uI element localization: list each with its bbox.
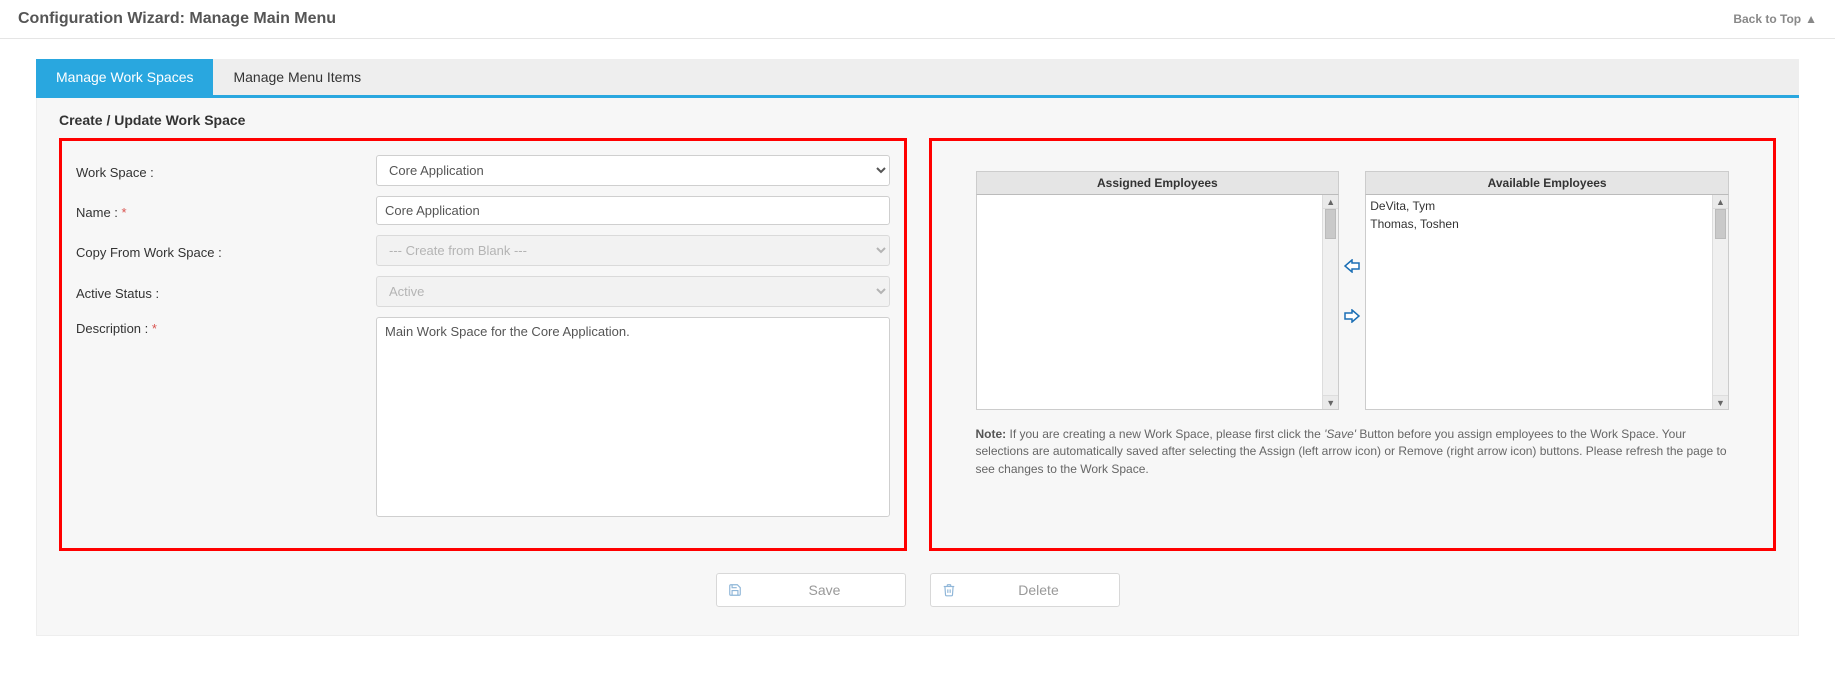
active-status-label: Active Status :	[76, 282, 376, 301]
scrollbar[interactable]: ▲ ▼	[1712, 195, 1728, 409]
required-marker: *	[122, 205, 127, 220]
tabs: Manage Work Spaces Manage Menu Items	[36, 59, 1799, 98]
back-to-top-label: Back to Top	[1733, 12, 1801, 26]
assign-highlight-box: Assigned Employees ▲ ▼	[929, 138, 1777, 551]
workspace-select[interactable]: Core Application	[376, 155, 890, 186]
copy-from-label: Copy From Work Space :	[76, 241, 376, 260]
delete-button[interactable]: Delete	[930, 573, 1120, 607]
name-label: Name : *	[76, 201, 376, 220]
scroll-down-icon[interactable]: ▼	[1323, 395, 1338, 409]
save-icon	[727, 583, 743, 597]
page-title: Configuration Wizard: Manage Main Menu	[18, 10, 336, 28]
scroll-thumb[interactable]	[1715, 209, 1726, 239]
active-status-select: Active	[376, 276, 890, 307]
description-label: Description : *	[76, 317, 376, 336]
scrollbar[interactable]: ▲ ▼	[1322, 195, 1338, 409]
scroll-up-icon[interactable]: ▲	[1323, 195, 1338, 209]
save-button-label: Save	[755, 582, 895, 598]
form-highlight-box: Work Space : Core Application Name : *	[59, 138, 907, 551]
assigned-employees-list[interactable]	[977, 195, 1323, 409]
copy-from-select: --- Create from Blank ---	[376, 235, 890, 266]
note-text: Note: If you are creating a new Work Spa…	[976, 426, 1730, 478]
list-item[interactable]: Thomas, Toshen	[1370, 215, 1708, 233]
arrow-right-icon	[1344, 309, 1360, 323]
save-button[interactable]: Save	[716, 573, 906, 607]
assigned-employees-header: Assigned Employees	[976, 171, 1340, 195]
tab-manage-menu-items[interactable]: Manage Menu Items	[213, 59, 381, 95]
name-input[interactable]	[376, 196, 890, 225]
available-employees-list[interactable]: DeVita, Tym Thomas, Toshen	[1366, 195, 1712, 409]
available-employees-header: Available Employees	[1365, 171, 1729, 195]
remove-right-arrow-button[interactable]	[1344, 309, 1360, 323]
trash-icon	[941, 583, 957, 597]
section-title: Create / Update Work Space	[59, 112, 1776, 128]
scroll-thumb[interactable]	[1325, 209, 1336, 239]
arrow-left-icon	[1344, 259, 1360, 273]
note-save-quote: 'Save'	[1324, 427, 1356, 441]
tab-manage-workspaces[interactable]: Manage Work Spaces	[36, 59, 213, 95]
scroll-up-icon[interactable]: ▲	[1713, 195, 1728, 209]
required-marker: *	[152, 321, 157, 336]
description-textarea[interactable]: Main Work Space for the Core Application…	[376, 317, 890, 517]
delete-button-label: Delete	[969, 582, 1109, 598]
arrow-up-icon: ▲	[1805, 12, 1817, 26]
scroll-down-icon[interactable]: ▼	[1713, 395, 1728, 409]
workspace-label: Work Space :	[76, 161, 376, 180]
back-to-top-link[interactable]: Back to Top ▲	[1733, 12, 1817, 26]
note-label: Note:	[976, 427, 1007, 441]
list-item[interactable]: DeVita, Tym	[1370, 197, 1708, 215]
assign-left-arrow-button[interactable]	[1344, 259, 1360, 273]
